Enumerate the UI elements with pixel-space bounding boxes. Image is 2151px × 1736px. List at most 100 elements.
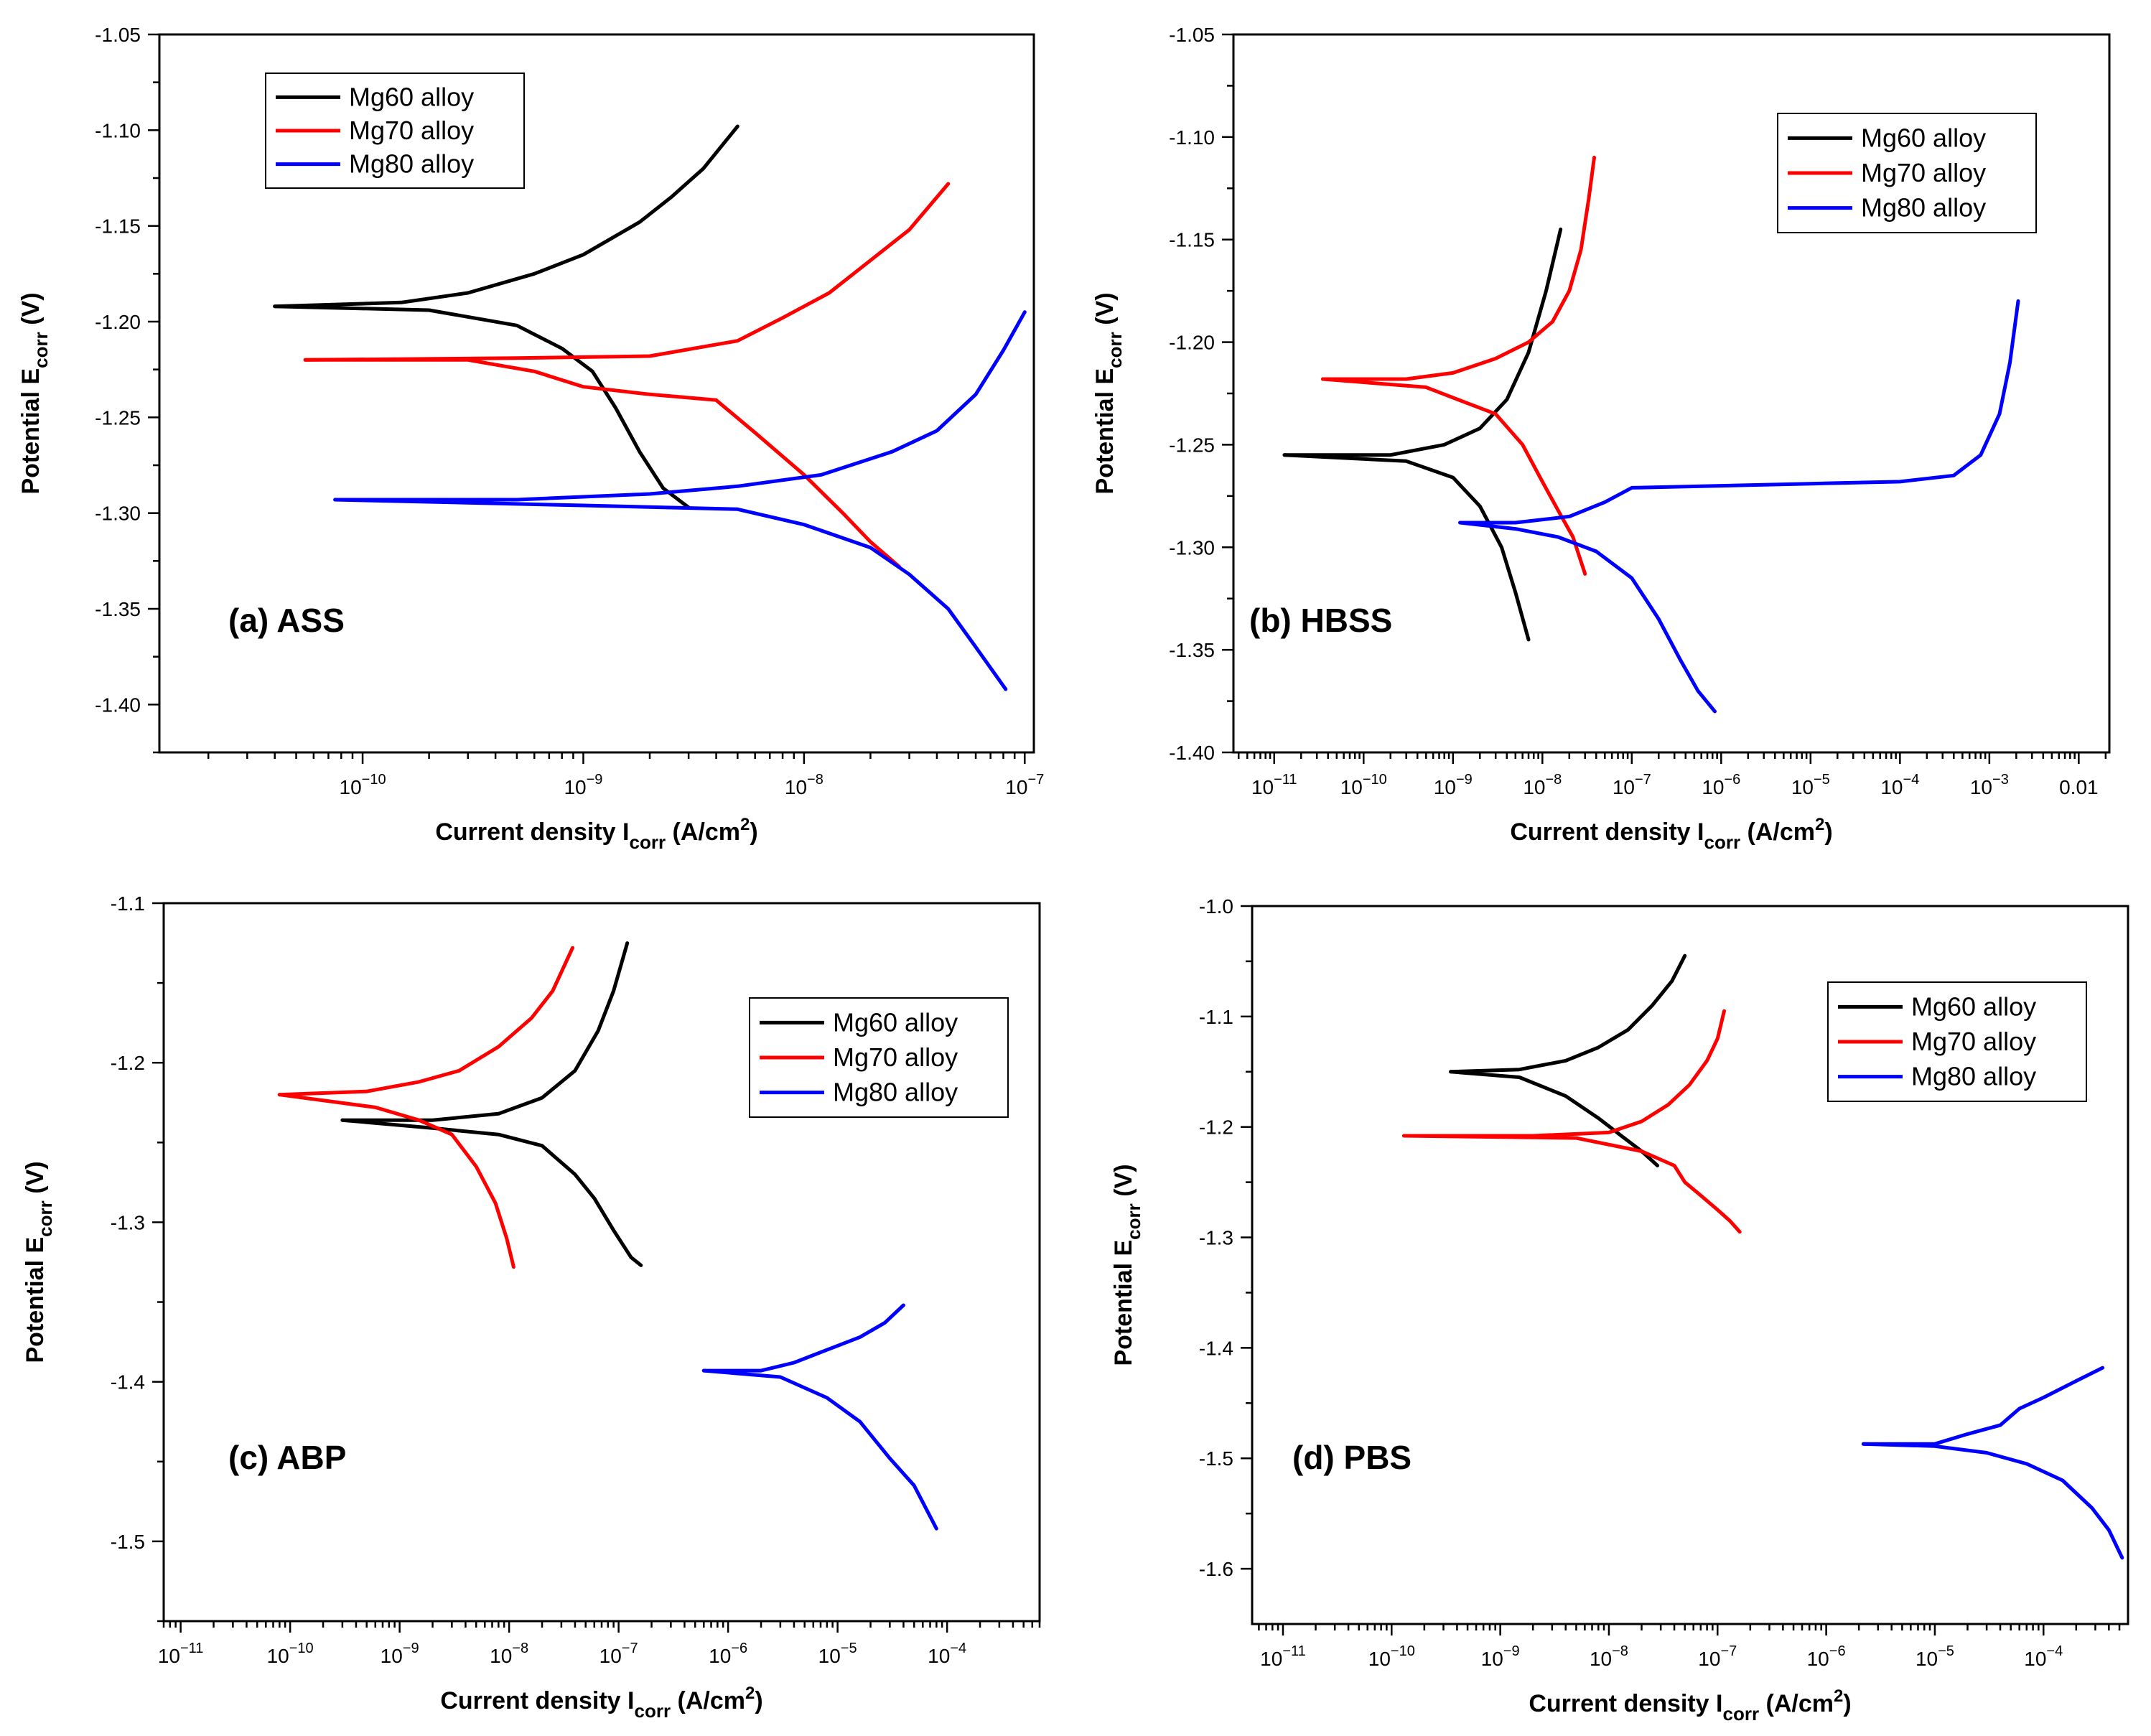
x-tick-label: 10−6 — [1807, 1643, 1846, 1670]
y-tick-label: -1.1 — [1199, 1006, 1233, 1028]
legend-label: Mg80 alloy — [349, 149, 474, 179]
legend-label: Mg60 alloy — [833, 1007, 958, 1037]
x-axis-title: Current density Icorr (A/cm2) — [435, 815, 757, 853]
legend-label: Mg80 alloy — [1861, 193, 1986, 223]
panel-b-hbss: 10−11 10−10 10−9 10−8 10−7 10−6 10−5 10−4 10−3 0.… — [1091, 24, 2111, 853]
x-tick-label: 10−10 — [267, 1641, 314, 1667]
y-tick-label: -1.2 — [1199, 1116, 1233, 1139]
x-tick-label: 0.01 — [2059, 776, 2099, 798]
legend-label: Mg70 alloy — [1911, 1027, 2036, 1056]
y-axis-title: Potential Ecorr (V) — [1110, 1164, 1144, 1366]
y-tick-label: -1.25 — [1169, 434, 1215, 456]
x-tick-label: 10−7 — [1005, 772, 1044, 798]
series-mg80-alloy-cathodic-branch — [1458, 521, 1717, 714]
series-mg80-alloy-anodic-branch — [1458, 299, 2020, 525]
x-tick-label: 10−3 — [1970, 772, 2009, 798]
series-mg80-alloy-cathodic-branch — [1861, 1442, 2124, 1560]
series-mg80-alloy-cathodic-branch — [701, 1368, 938, 1531]
y-tick-label: -1.6 — [1199, 1558, 1233, 1580]
series-mg70-alloy-anodic-branch — [303, 182, 951, 362]
y-tick-label: -1.3 — [111, 1211, 145, 1233]
x-tick-label: 10−10 — [340, 772, 386, 798]
y-tick-label: -1.5 — [1199, 1447, 1233, 1470]
x-tick-label: 10−9 — [1481, 1643, 1520, 1670]
x-axis-title: Current density Icorr (A/cm2) — [440, 1684, 762, 1722]
legend-label: Mg80 alloy — [1911, 1062, 2036, 1091]
x-tick-label: 10−7 — [1613, 772, 1651, 798]
y-tick-label: -1.2 — [111, 1052, 145, 1074]
series-mg60-alloy-anodic-branch — [340, 941, 630, 1122]
x-tick-label: 10−6 — [1702, 772, 1740, 798]
y-tick-label: -1.35 — [1169, 639, 1215, 661]
y-tick-label: -1.35 — [95, 598, 141, 620]
x-tick-label: 10−5 — [1791, 772, 1830, 798]
series-mg70-alloy-anodic-branch — [277, 946, 574, 1097]
y-tick-label: -1.15 — [95, 215, 141, 238]
y-axis-title: Potential Ecorr (V) — [22, 1161, 56, 1363]
x-tick-label: 10−9 — [564, 772, 602, 798]
series-mg70-alloy-anodic-branch — [1321, 155, 1596, 381]
x-tick-label: 10−8 — [1590, 1643, 1628, 1670]
series-mg70-alloy-cathodic-branch — [277, 1093, 515, 1269]
y-tick-label: -1.5 — [111, 1531, 145, 1553]
x-tick-label: 10−9 — [1434, 772, 1473, 798]
y-tick-label: -1.10 — [1169, 126, 1215, 149]
x-tick-label: 10−8 — [1523, 772, 1562, 798]
panel-c-abp: 10−11 10−10 10−9 10−8 10−7 10−6 10−5 10−4 -1.1 -1… — [22, 892, 1041, 1722]
x-tick-label: 10−4 — [928, 1641, 966, 1667]
series-mg60-alloy-anodic-branch — [1282, 227, 1563, 457]
series-mg60-alloy-anodic-branch — [1449, 953, 1687, 1074]
x-axis-title: Current density Icorr (A/cm2) — [1529, 1686, 1851, 1725]
y-tick-label: -1.0 — [1199, 895, 1233, 918]
plot-frame — [1251, 905, 2129, 1625]
y-tick-label: -1.20 — [95, 311, 141, 333]
y-tick-label: -1.40 — [95, 694, 141, 716]
legend-label: Mg60 alloy — [1911, 991, 2036, 1021]
x-tick-label: 10−8 — [785, 772, 823, 798]
x-tick-label: 10−4 — [2024, 1643, 2063, 1670]
x-tick-label: 10−4 — [1880, 772, 1919, 798]
series-mg60-alloy-anodic-branch — [273, 124, 739, 309]
x-tick-label: 10−11 — [1260, 1643, 1306, 1670]
x-axis-title: Current density Icorr (A/cm2) — [1510, 815, 1832, 853]
series-mg80-alloy-anodic-branch — [701, 1303, 905, 1373]
y-axis-title: Potential Ecorr (V) — [17, 292, 52, 494]
y-tick-label: -1.4 — [111, 1371, 145, 1394]
x-tick-label: 10−5 — [1916, 1643, 1954, 1670]
series-mg60-alloy-cathodic-branch — [273, 304, 691, 510]
x-tick-label: 10−6 — [709, 1641, 747, 1667]
x-tick-label: 10−9 — [381, 1641, 419, 1667]
legend-label: Mg70 alloy — [833, 1042, 958, 1072]
y-axis-title: Potential Ecorr (V) — [1091, 292, 1126, 494]
plot-frame — [158, 33, 1035, 754]
panel-d-pbs: 10−11 10−10 10−9 10−8 10−7 10−6 10−5 10−4 -1.0 -1… — [1110, 895, 2129, 1725]
legend-label: Mg60 alloy — [349, 82, 474, 111]
legend-label: Mg70 alloy — [349, 116, 474, 145]
y-tick-label: -1.20 — [1169, 332, 1215, 354]
y-tick-label: -1.4 — [1199, 1337, 1233, 1359]
y-tick-label: -1.1 — [111, 892, 145, 915]
panel-a-ass: 10−10 10−9 10−8 10−7 -1.05 -1.10 -1.15 -1.20 -1.… — [17, 24, 1044, 853]
y-tick-label: -1.15 — [1169, 229, 1215, 251]
series-mg70-alloy-cathodic-branch — [303, 358, 901, 569]
series-mg70-alloy-anodic-branch — [1402, 1009, 1726, 1138]
y-tick-label: -1.25 — [95, 406, 141, 429]
series-mg80-alloy-cathodic-branch — [333, 498, 1008, 691]
x-tick-label: 10−8 — [490, 1641, 528, 1667]
y-tick-label: -1.40 — [1169, 742, 1215, 764]
x-tick-label: 10−7 — [599, 1641, 638, 1667]
y-tick-label: -1.05 — [1169, 24, 1215, 46]
series-mg60-alloy-cathodic-branch — [340, 1118, 643, 1267]
x-tick-label: 10−11 — [1251, 772, 1297, 798]
series-mg80-alloy-anodic-branch — [333, 310, 1027, 502]
panel-label: (a) ASS — [228, 602, 345, 639]
x-tick-label: 10−10 — [1368, 1643, 1415, 1670]
x-tick-label: 10−5 — [818, 1641, 857, 1667]
y-tick-label: -1.05 — [95, 24, 141, 46]
panel-label: (b) HBSS — [1249, 602, 1392, 639]
legend-label: Mg70 alloy — [1861, 158, 1986, 187]
legend-label: Mg80 alloy — [833, 1078, 958, 1107]
legend-label: Mg60 alloy — [1861, 123, 1986, 152]
y-tick-label: -1.30 — [1169, 536, 1215, 559]
